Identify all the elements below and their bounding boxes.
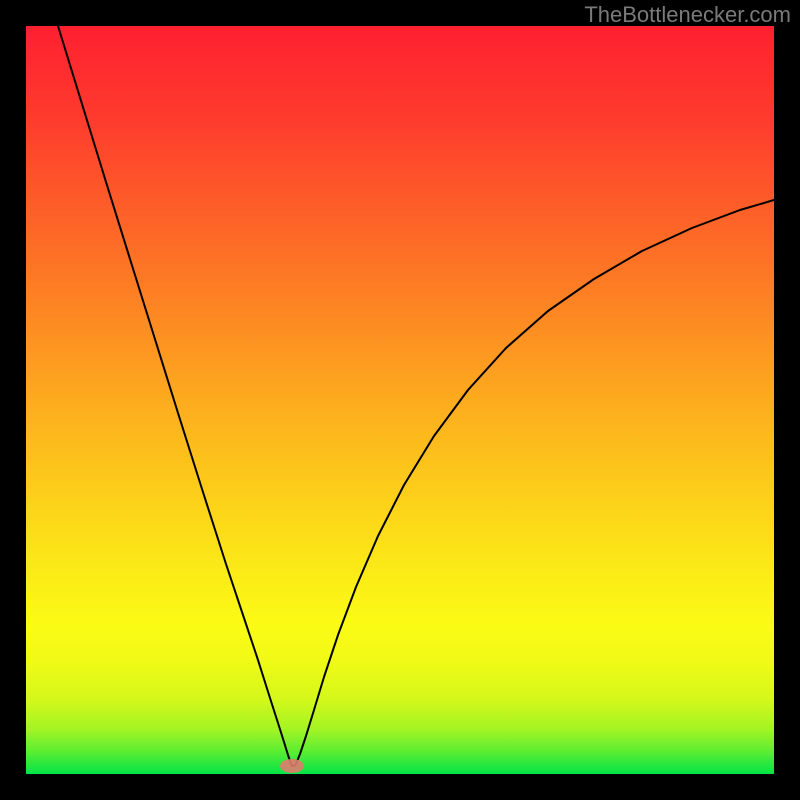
plot-area [26, 26, 774, 774]
watermark-text: TheBottlenecker.com [584, 2, 791, 28]
chart-frame: TheBottlenecker.com [0, 0, 800, 800]
bottleneck-curve [26, 26, 774, 774]
minimum-marker [280, 759, 304, 773]
gradient-background [26, 26, 774, 774]
